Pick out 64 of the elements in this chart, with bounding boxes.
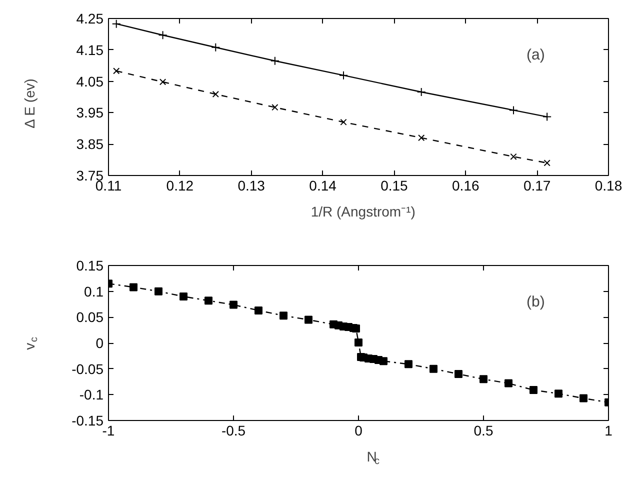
y-tick-label: 4.05 bbox=[76, 73, 104, 90]
point bbox=[554, 390, 562, 398]
x-tick-label: 0.14 bbox=[309, 178, 337, 194]
point bbox=[530, 386, 538, 394]
point bbox=[270, 56, 280, 66]
point bbox=[113, 68, 120, 74]
x-tick-label: 0.18 bbox=[594, 178, 622, 194]
point bbox=[580, 394, 588, 402]
point bbox=[339, 70, 348, 80]
x-tick-label: 0.12 bbox=[166, 178, 194, 194]
point bbox=[340, 118, 347, 126]
point bbox=[416, 87, 426, 96]
x-tick-label: 0 bbox=[354, 422, 363, 438]
y-tick-label: 0.15 bbox=[76, 258, 104, 274]
y-tick-label: -0.05 bbox=[72, 360, 104, 377]
point bbox=[404, 360, 412, 368]
x-tick-label: 0.13 bbox=[238, 178, 266, 194]
point bbox=[204, 296, 212, 305]
point bbox=[510, 153, 517, 160]
y-tick-label: 0.1 bbox=[84, 283, 104, 300]
annotation: (b) bbox=[526, 294, 545, 310]
point bbox=[211, 42, 220, 52]
x-tick-label: -0.5 bbox=[221, 422, 246, 438]
point bbox=[272, 104, 278, 111]
point bbox=[352, 324, 360, 333]
point bbox=[418, 134, 425, 142]
point bbox=[454, 370, 462, 378]
y-tick-label: 4.25 bbox=[76, 10, 104, 26]
point bbox=[154, 287, 162, 296]
point bbox=[158, 30, 168, 40]
point bbox=[544, 160, 550, 166]
annotation: (a) bbox=[526, 46, 545, 64]
x-tick-label: 0.5 bbox=[474, 422, 494, 438]
point bbox=[130, 283, 138, 292]
x-axis-title: 1/R (Angstrom⁻¹) bbox=[310, 204, 416, 220]
y-tick-label: 0.05 bbox=[76, 309, 104, 326]
y-tick-label: 0 bbox=[96, 335, 104, 351]
y-tick-label: -0.15 bbox=[72, 412, 104, 428]
point bbox=[280, 312, 288, 320]
x-tick-label: -1 bbox=[102, 422, 115, 438]
point bbox=[509, 106, 518, 115]
point bbox=[254, 306, 262, 314]
point bbox=[112, 19, 121, 28]
point bbox=[480, 375, 488, 384]
y-tick-label: 3.95 bbox=[76, 104, 104, 121]
x-tick-label: 0.15 bbox=[380, 178, 408, 194]
x-tick-label: 0.16 bbox=[452, 178, 480, 194]
point bbox=[159, 78, 166, 86]
point bbox=[504, 379, 512, 388]
x-tick-label: 0.17 bbox=[523, 178, 551, 194]
point bbox=[230, 300, 238, 309]
point bbox=[180, 292, 188, 300]
y-tick-label: 4.15 bbox=[76, 42, 104, 58]
point bbox=[354, 338, 362, 346]
x-tick-label: 1 bbox=[604, 422, 613, 438]
y-tick-label: -0.1 bbox=[79, 386, 104, 403]
y-axis-title: vc bbox=[22, 337, 40, 350]
point bbox=[304, 316, 312, 324]
point bbox=[542, 112, 552, 122]
point bbox=[430, 364, 438, 373]
y-axis-title: Δ E (ev) bbox=[22, 78, 38, 128]
point bbox=[380, 357, 388, 366]
point bbox=[212, 90, 219, 98]
y-tick-label: 3.85 bbox=[76, 136, 104, 152]
